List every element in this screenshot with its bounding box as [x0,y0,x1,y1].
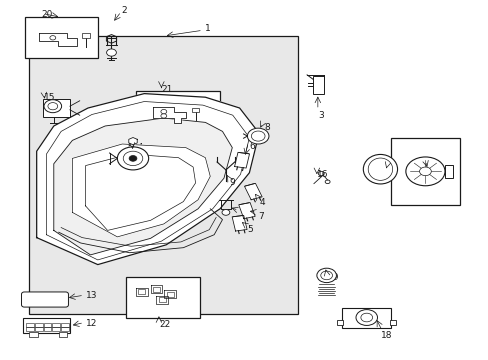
Text: 11: 11 [386,165,397,174]
Bar [61,327,69,331]
Text: 16: 16 [316,170,328,179]
Circle shape [247,128,268,144]
Polygon shape [152,107,185,123]
Text: 13: 13 [85,292,97,300]
Bar [29,36,298,314]
Text: 22: 22 [159,320,170,329]
Bar [136,91,220,138]
Text: 3: 3 [317,111,323,120]
Text: 15: 15 [44,94,56,102]
Ellipse shape [367,158,392,180]
Bar [82,33,90,38]
Text: 14: 14 [133,143,144,152]
Bar [26,323,34,327]
Bar [52,327,60,331]
Text: 1: 1 [205,24,211,33]
Polygon shape [156,296,168,304]
Bar [23,318,70,333]
Bar [138,289,145,294]
Circle shape [222,210,229,215]
Circle shape [129,156,137,161]
Ellipse shape [363,154,397,184]
Text: 18: 18 [381,331,392,340]
Text: 6: 6 [249,143,255,152]
Bar [312,76,323,94]
Bar [29,332,38,337]
Text: 8: 8 [264,123,269,132]
Bar [43,99,70,117]
Bar [59,332,67,337]
Polygon shape [37,94,259,265]
Circle shape [405,157,444,186]
Circle shape [106,49,116,56]
Circle shape [360,313,372,322]
Bar [390,138,459,205]
Polygon shape [150,285,162,293]
Polygon shape [54,118,232,255]
Text: 17: 17 [239,210,251,219]
Bar [61,323,69,327]
Text: 10: 10 [425,161,436,170]
Circle shape [50,36,56,40]
Bar [126,277,200,318]
Bar [444,165,452,178]
Bar [43,327,51,331]
Text: 5: 5 [246,225,252,234]
Circle shape [48,103,58,110]
Bar [52,323,60,327]
Circle shape [161,109,166,114]
Bar [342,308,390,328]
Text: 9: 9 [229,178,235,187]
Text: 19: 19 [327,274,339,282]
Circle shape [419,167,430,176]
Polygon shape [238,203,255,219]
Polygon shape [164,290,176,298]
Polygon shape [39,33,77,46]
Bar [43,323,51,327]
Polygon shape [244,183,262,200]
Polygon shape [72,144,210,237]
Bar [389,320,395,325]
Bar [337,320,343,325]
Bar [35,327,42,331]
Text: 4: 4 [259,198,264,207]
Text: 2: 2 [121,5,127,14]
Bar [35,323,42,327]
Text: 7: 7 [258,212,264,221]
Bar [192,108,199,112]
Bar [153,287,160,292]
Text: 20: 20 [41,10,53,19]
Polygon shape [232,215,246,231]
Circle shape [316,268,336,283]
Circle shape [320,271,332,280]
Polygon shape [136,288,147,296]
Bar [26,327,34,331]
Circle shape [44,100,61,113]
Bar [159,297,165,302]
Circle shape [117,147,148,170]
Circle shape [123,151,142,166]
Bar [166,292,173,297]
Text: 21: 21 [161,85,172,94]
Circle shape [355,310,377,325]
Text: 12: 12 [85,320,97,328]
Circle shape [251,131,264,141]
Polygon shape [128,138,137,145]
Polygon shape [234,152,249,168]
FancyBboxPatch shape [21,292,68,307]
Circle shape [161,114,166,118]
Bar [25,17,98,58]
